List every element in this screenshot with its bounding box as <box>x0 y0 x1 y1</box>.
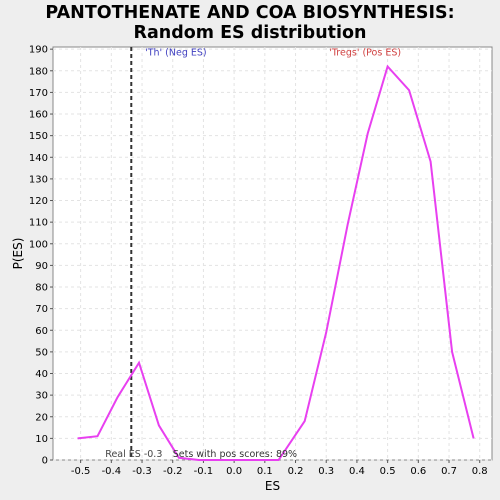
y-tick-label: 160 <box>29 110 48 121</box>
y-tick-label: 170 <box>29 88 48 99</box>
x-tick-label: -0.1 <box>194 466 214 477</box>
annotation-label: 'Tregs' (Pos ES) <box>329 48 401 59</box>
y-tick-label: 120 <box>29 196 48 207</box>
y-tick-label: 130 <box>29 174 48 185</box>
x-tick-label: 0.3 <box>318 466 334 477</box>
es-distribution-line <box>77 64 475 461</box>
x-tick-label: 0.7 <box>441 466 457 477</box>
y-tick-label: 150 <box>29 131 48 142</box>
x-axis: -0.5 -0.4 -0.3 -0.2 -0.1 0.0 0.1 0.2 0.3 0.4 0.5 0.… <box>71 460 488 477</box>
y-tick-label: 20 <box>35 412 48 423</box>
annotations: Real ES -0.3 'Th' (Neg ES) 'Tregs' (Pos ES… <box>105 48 401 460</box>
x-tick-label: -0.2 <box>163 466 183 477</box>
y-axis-label: P(ES) <box>11 238 25 270</box>
x-tick-label: 0.8 <box>472 466 488 477</box>
plot-area <box>52 46 493 461</box>
y-tick-label: 100 <box>29 239 48 250</box>
y-tick-label: 80 <box>35 283 48 294</box>
y-tick-label: 30 <box>35 391 48 402</box>
x-tick-label: 0.5 <box>380 466 396 477</box>
x-tick-label: 0.0 <box>226 466 242 477</box>
x-tick-label: -0.4 <box>102 466 122 477</box>
y-tick-label: 0 <box>42 456 48 467</box>
x-tick-label: 0.1 <box>257 466 273 477</box>
x-tick-label: 0.6 <box>410 466 426 477</box>
chart-title: PANTOTHENATE AND COA BIOSYNTHESIS: <box>45 3 455 23</box>
x-tick-label: 0.2 <box>288 466 304 477</box>
real-es-label: Real ES -0.3 <box>105 449 162 460</box>
y-tick-label: 10 <box>35 434 48 445</box>
x-tick-label: -0.3 <box>132 466 152 477</box>
y-tick-label: 110 <box>29 218 48 229</box>
chart-subtitle: Random ES distribution <box>133 23 367 43</box>
y-tick-label: 90 <box>35 261 48 272</box>
y-tick-label: 140 <box>29 153 48 164</box>
y-tick-label: 50 <box>35 347 48 358</box>
x-tick-label: 0.4 <box>349 466 365 477</box>
x-tick-label: -0.5 <box>71 466 91 477</box>
y-axis: 0 10 20 30 40 50 60 70 80 90 100 110 120 130 140 150 160… <box>29 45 53 467</box>
grid-lines <box>53 47 492 461</box>
y-tick-label: 180 <box>29 66 48 77</box>
annotation-label: 'Th' (Neg ES) <box>145 48 207 59</box>
y-tick-label: 190 <box>29 45 48 56</box>
x-axis-label: ES <box>265 479 280 493</box>
y-tick-label: 70 <box>35 304 48 315</box>
y-tick-label: 40 <box>35 369 48 380</box>
y-tick-label: 60 <box>35 326 48 337</box>
annotation-label: Sets with pos scores: 89% <box>173 449 297 460</box>
